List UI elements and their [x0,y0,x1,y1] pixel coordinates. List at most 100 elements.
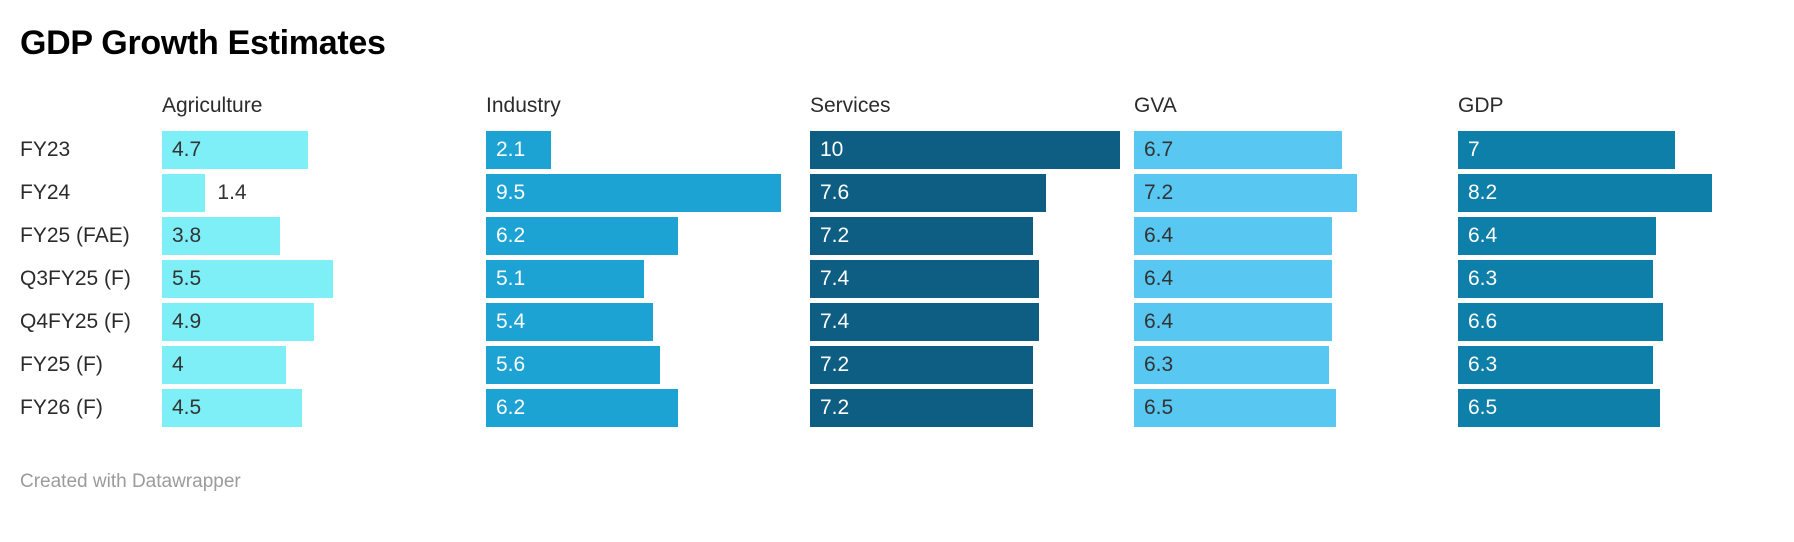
bar-value-label: 5.5 [172,266,202,290]
column-header-row: Agriculture Industry Services GVA GDP [20,86,1794,118]
bar-gdp [1458,216,1657,255]
bar-cell-gdp: 7 [1458,130,1782,169]
chart-title: GDP Growth Estimates [20,24,386,62]
bar-cell-services: 7.2 [810,388,1134,427]
bar-cell-gva: 6.3 [1134,345,1458,384]
bar-value-label: 7 [1468,137,1480,161]
bar-value-label: 4 [172,352,184,376]
bar-cell-industry: 2.1 [486,130,810,169]
column-header-industry: Industry [486,94,561,117]
bar-cell-gdp: 6.3 [1458,345,1782,384]
chart-row-fy23: FY23 4.7 2.1 10 6.7 7 [20,128,1794,171]
chart-row-fy25-fae: FY25 (FAE) 3.8 6.2 7.2 6.4 6.4 [20,214,1794,257]
bar-value-label: 5.6 [496,352,526,376]
bar-value-label: 4.5 [172,395,202,419]
bar-value-label: 7.2 [820,395,850,419]
bar-value-label: 7.4 [820,309,850,333]
bar-cell-gva: 6.7 [1134,130,1458,169]
bar-value-label: 6.7 [1144,137,1174,161]
chart-row-fy26-f: FY26 (F) 4.5 6.2 7.2 6.5 6.5 [20,386,1794,429]
bar-gva [1134,259,1333,298]
bar-cell-agriculture: 4.5 [162,388,486,427]
bar-agriculture [162,130,308,169]
bar-cell-gdp: 6.5 [1458,388,1782,427]
bar-cell-gva: 6.5 [1134,388,1458,427]
bar-gva [1134,216,1333,255]
column-header-gva: GVA [1134,94,1177,117]
bar-cell-agriculture: 4 [162,345,486,384]
bar-gva [1134,302,1333,341]
bar-industry [486,388,679,427]
bar-value-label: 7.2 [820,352,850,376]
bar-value-label: 5.1 [496,266,526,290]
bar-gdp [1458,173,1713,212]
bar-cell-gdp: 6.6 [1458,302,1782,341]
bar-value-label: 5.4 [496,309,526,333]
bar-value-label: 7.2 [1144,180,1174,204]
row-label: FY24 [20,180,71,204]
bar-cell-gva: 6.4 [1134,259,1458,298]
bar-cell-agriculture: 5.5 [162,259,486,298]
bar-cell-agriculture: 3.8 [162,216,486,255]
bar-gva [1134,345,1330,384]
chart-row-fy24: FY24 1.4 9.5 7.6 7.2 8.2 [20,171,1794,214]
bar-value-label: 6.3 [1468,266,1498,290]
column-header-gdp: GDP [1458,94,1504,117]
bar-cell-services: 7.2 [810,345,1134,384]
bar-agriculture [162,259,333,298]
bar-value-label: 7.4 [820,266,850,290]
bar-cell-gva: 7.2 [1134,173,1458,212]
bar-value-label: 6.4 [1144,223,1174,247]
bar-services [810,302,1040,341]
bar-value-label: 4.7 [172,137,202,161]
chart-row-fy25-f: FY25 (F) 4 5.6 7.2 6.3 6.3 [20,343,1794,386]
bar-gva [1134,173,1358,212]
bar-value-label: 6.4 [1144,309,1174,333]
bar-value-label: 4.9 [172,309,202,333]
row-label: FY25 (FAE) [20,223,130,247]
bar-gdp [1458,302,1663,341]
bar-agriculture [162,216,280,255]
bar-industry [486,130,552,169]
row-label: FY26 (F) [20,395,103,419]
bar-value-label: 6.3 [1468,352,1498,376]
bar-services [810,216,1034,255]
bar-cell-industry: 5.6 [486,345,810,384]
bar-cell-agriculture: 1.4 [162,173,486,212]
bar-value-label: 9.5 [496,180,526,204]
bar-cell-services: 7.2 [810,216,1134,255]
bar-value-label: 3.8 [172,223,202,247]
bar-value-label: 6.2 [496,395,526,419]
bar-value-label: 8.2 [1468,180,1498,204]
bar-cell-gdp: 6.3 [1458,259,1782,298]
bar-agriculture [162,302,314,341]
bar-cell-gdp: 8.2 [1458,173,1782,212]
bar-gdp [1458,130,1675,169]
chart-grid: Agriculture Industry Services GVA GDP FY23 4.7… [20,86,1794,429]
bar-value-label: 7.6 [820,180,850,204]
bar-cell-services: 7.4 [810,259,1134,298]
bar-value-label: 6.4 [1468,223,1498,247]
bar-industry [486,173,781,212]
bar-agriculture [162,173,206,212]
bar-cell-industry: 6.2 [486,216,810,255]
bar-services [810,130,1120,169]
bar-gdp [1458,388,1660,427]
bar-gdp [1458,345,1654,384]
row-label: Q4FY25 (F) [20,309,131,333]
bar-cell-industry: 6.2 [486,388,810,427]
bar-services [810,173,1046,212]
column-header-agriculture: Agriculture [162,94,263,117]
bar-value-label: 6.4 [1144,266,1174,290]
column-header-services: Services [810,94,891,117]
bar-cell-services: 10 [810,130,1134,169]
bar-value-label: 6.5 [1144,395,1174,419]
bar-industry [486,345,660,384]
bar-industry [486,216,679,255]
row-label: FY23 [20,137,71,161]
bar-services [810,345,1034,384]
bar-cell-gdp: 6.4 [1458,216,1782,255]
bar-gva [1134,130,1342,169]
bar-cell-agriculture: 4.7 [162,130,486,169]
chart-row-q3fy25-f: Q3FY25 (F) 5.5 5.1 7.4 6.4 6.3 [20,257,1794,300]
